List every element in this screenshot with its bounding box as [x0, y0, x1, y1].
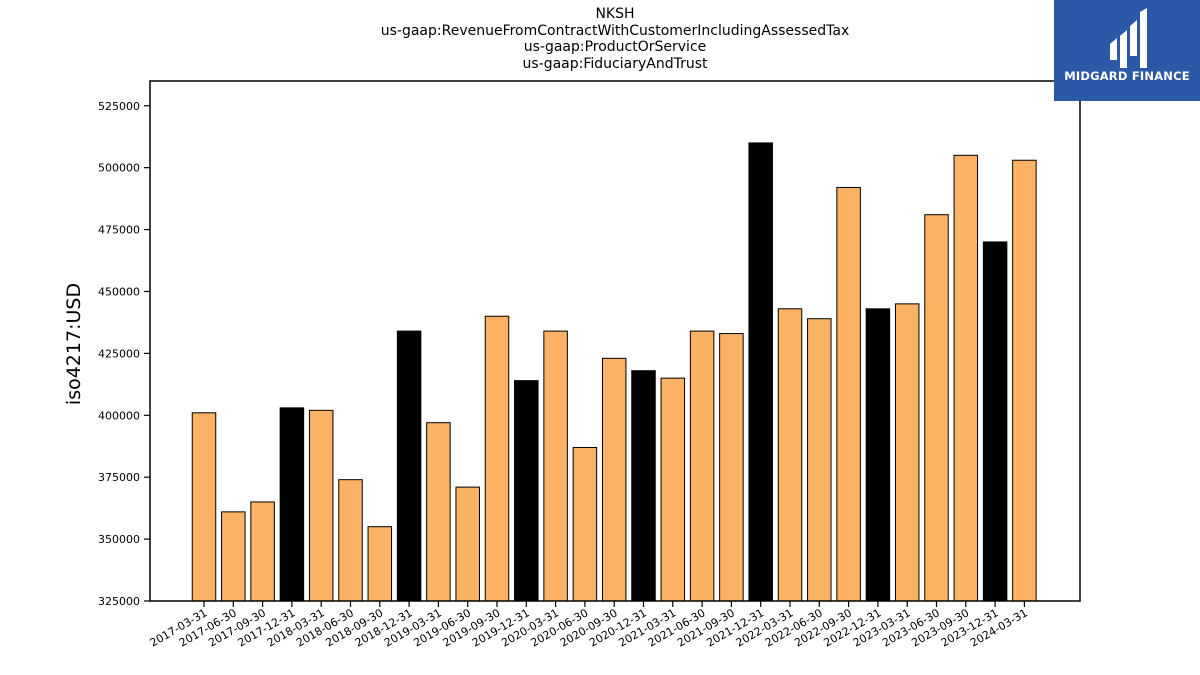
bar: [719, 333, 744, 602]
bar: [660, 377, 686, 602]
chart-title-line-1: NKSH: [595, 6, 635, 22]
bar: [308, 409, 334, 602]
y-tick-label: 375000: [98, 471, 140, 484]
bar: [279, 407, 305, 602]
bar: [953, 154, 979, 602]
y-tick-label: 400000: [98, 409, 140, 422]
bar: [367, 526, 393, 602]
chart-title-line-2: us-gaap:RevenueFromContractWithCustomerI…: [380, 22, 850, 39]
bar: [631, 370, 656, 602]
bar: [514, 380, 539, 602]
bar: [396, 330, 422, 602]
y-tick-label: 425000: [98, 347, 140, 360]
chart-title-line-4: us-gaap:FiduciaryAndTrust: [522, 55, 708, 72]
y-tick-label: 525000: [98, 100, 140, 113]
bar: [221, 511, 246, 602]
y-axis-label: iso4217:USD: [63, 283, 85, 405]
brand-logo-text: MIDGARD FINANCE: [1064, 69, 1190, 83]
bar: [689, 330, 715, 602]
midgard-logo-icon: [1110, 8, 1147, 68]
bar: [924, 214, 949, 602]
brand-logo: MIDGARD FINANCE: [1054, 0, 1200, 101]
bar: [836, 186, 861, 602]
bar: [572, 446, 598, 602]
bar: [865, 308, 891, 602]
bar: [338, 479, 363, 602]
bar: [894, 303, 920, 602]
bar: [543, 330, 568, 602]
bar: [601, 357, 627, 602]
bar: [455, 486, 480, 602]
bar: [807, 318, 832, 602]
bar: [484, 315, 510, 602]
plot-frame: [149, 80, 1081, 602]
chart-title-line-3: us-gaap:ProductOrService: [523, 39, 707, 56]
chart-title: NKSH us-gaap:RevenueFromContractWithCust…: [150, 6, 1080, 72]
bar: [250, 501, 275, 602]
y-tick-label: 350000: [98, 533, 140, 546]
y-tick-label: 475000: [98, 224, 140, 237]
bar: [777, 308, 803, 602]
bar: [1012, 159, 1037, 602]
y-tick-label: 325000: [98, 595, 140, 608]
y-tick-label: 450000: [98, 285, 140, 298]
bar: [982, 241, 1008, 602]
bar: [191, 412, 217, 602]
y-tick-label: 500000: [98, 162, 140, 175]
bar: [426, 422, 451, 602]
bar: [748, 142, 773, 602]
